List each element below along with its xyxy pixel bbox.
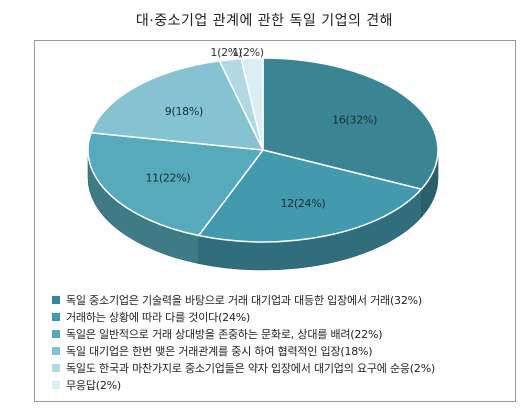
slice-label-4: 9(18%) [165,105,203,118]
legend-label-4: 독일 대기업은 한번 맺은 거래관계를 중시 하여 협력적인 입장(18%) [66,344,373,358]
pie-slice-1 [262,57,439,191]
legend-entry-5: 독일도 한국과 마찬가지로 중소기업들은 약자 입장에서 대기업의 요구에 순응… [52,359,514,376]
pie-slice-6 [240,57,264,151]
legend-label-5: 독일도 한국과 마찬가지로 중소기업들은 약자 입장에서 대기업의 요구에 순응… [66,361,436,375]
pie-slice-4 [90,60,265,151]
slice-label-5: 1(2%) [210,46,242,59]
slice-label-3: 11(22%) [145,171,190,184]
legend-swatch-6 [52,380,60,389]
pie-slice-2 [197,149,423,243]
legend-swatch-5 [52,363,60,372]
legend-entry-1: 독일 중소기업은 기술력을 바탕으로 거래 대기업과 대등한 입장에서 거래(3… [52,291,514,308]
legend-entry-2: 거래하는 상황에 따라 다를 것이다(24%) [52,308,514,325]
chart-legend: 독일 중소기업은 기술력을 바탕으로 거래 대기업과 대등한 입장에서 거래(3… [52,291,514,393]
legend-entry-4: 독일 대기업은 한번 맺은 거래관계를 중시 하여 협력적인 입장(18%) [52,342,514,359]
pie-slice-3 [87,131,265,237]
legend-label-2: 거래하는 상황에 따라 다를 것이다(24%) [66,310,251,324]
legend-label-6: 무응답(2%) [66,378,121,392]
chart-title: 대·중소기업 관계에 관한 독일 기업의 견해 [135,13,394,29]
slice-label-2: 12(24%) [280,197,325,210]
legend-swatch-1 [52,295,60,304]
slice-label-1: 16(32%) [332,113,377,126]
legend-label-1: 독일 중소기업은 기술력을 바탕으로 거래 대기업과 대등한 입장에서 거래(3… [66,293,423,307]
legend-entry-3: 독일은 일반적으로 거래 상대방을 존중하는 문화로, 상대를 배려(22%) [52,325,514,342]
legend-swatch-4 [52,346,60,355]
legend-swatch-3 [52,329,60,338]
legend-entry-6: 무응답(2%) [52,376,514,393]
legend-swatch-2 [52,312,60,321]
legend-label-3: 독일은 일반적으로 거래 상대방을 존중하는 문화로, 상대를 배려(22%) [66,327,383,341]
slice-label-6: 1(2%) [232,46,264,59]
